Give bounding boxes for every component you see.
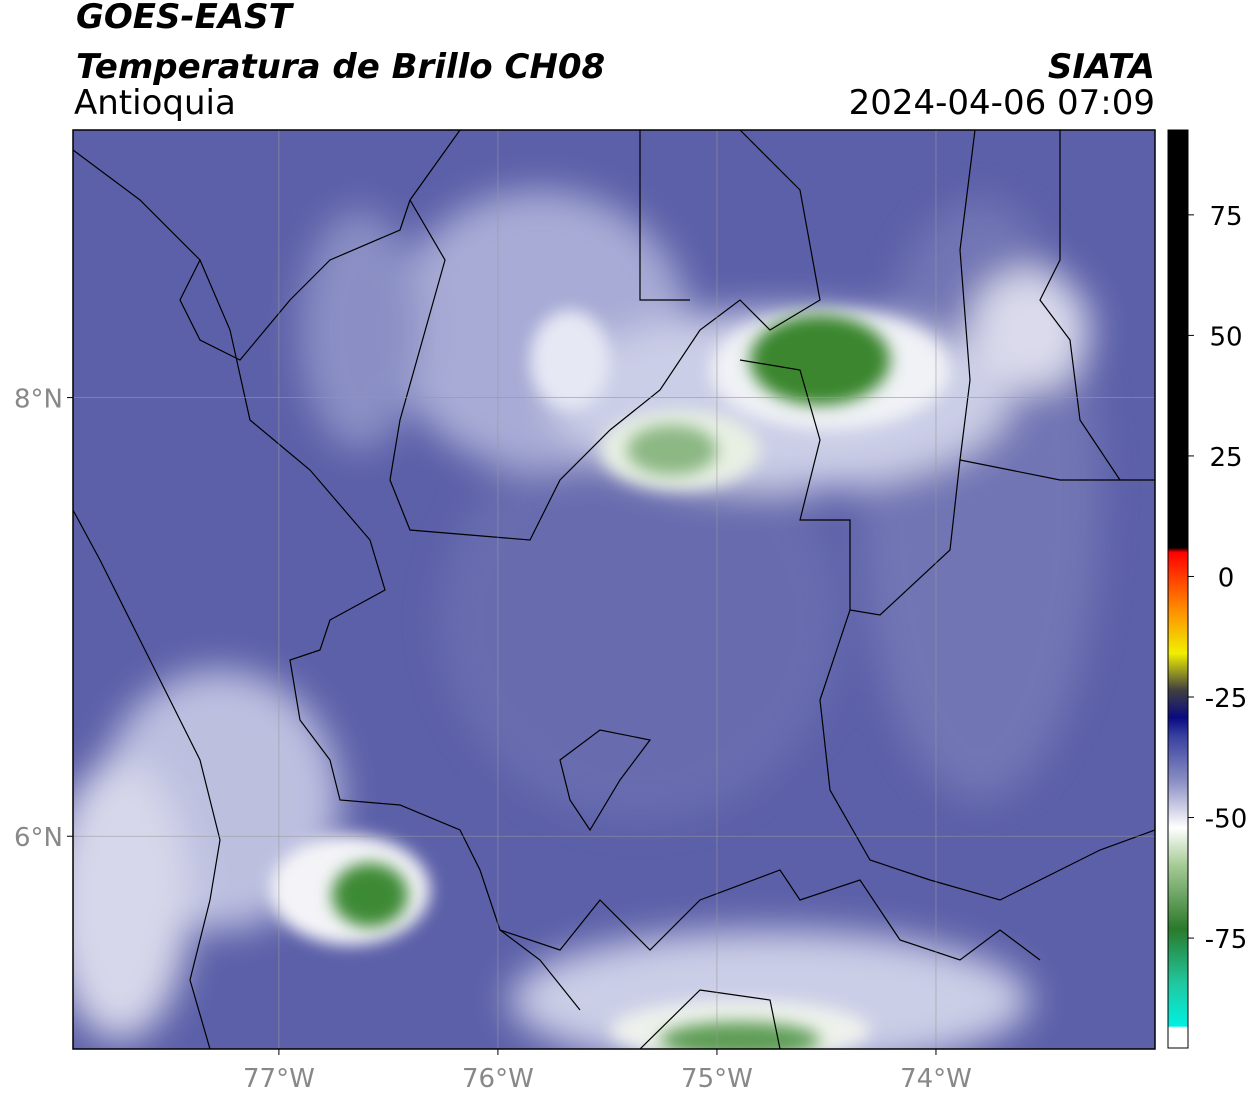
x-tick-label: 75°W	[681, 1064, 753, 1094]
grid	[73, 130, 1155, 1049]
satellite-image	[73, 130, 1155, 1049]
region: Antioquia	[74, 83, 236, 123]
ticks: 77°W 76°W 75°W 74°W 6°N 8°N -75 -50 -25 0 25 50 75	[14, 202, 1247, 1094]
colorbar-tick-label: 0	[1218, 563, 1235, 593]
colorbar-tick-label: -25	[1205, 684, 1247, 714]
y-tick-label: 6°N	[14, 823, 63, 853]
map-frame	[72, 129, 1156, 1050]
colorbar-tick-label: 75	[1209, 202, 1242, 232]
subtitle: Temperatura de Brillo CH08	[76, 47, 605, 87]
datetime: 2024-04-06 07:09	[849, 83, 1155, 123]
x-tick-label: 77°W	[243, 1064, 315, 1094]
boundaries	[73, 130, 1155, 1049]
x-tick-label: 76°W	[462, 1064, 534, 1094]
colorbar-tick-label: -75	[1205, 925, 1247, 955]
source: SIATA	[1048, 47, 1155, 87]
colorbar-tick-label: 50	[1209, 322, 1242, 352]
colorbar-tick-label: 25	[1209, 443, 1242, 473]
x-tick-label: 74°W	[900, 1064, 972, 1094]
colorbar-tick-label: -50	[1205, 805, 1247, 835]
title: GOES-EAST	[76, 0, 295, 37]
y-tick-label: 8°N	[14, 385, 63, 415]
colorbar	[1167, 129, 1189, 1049]
